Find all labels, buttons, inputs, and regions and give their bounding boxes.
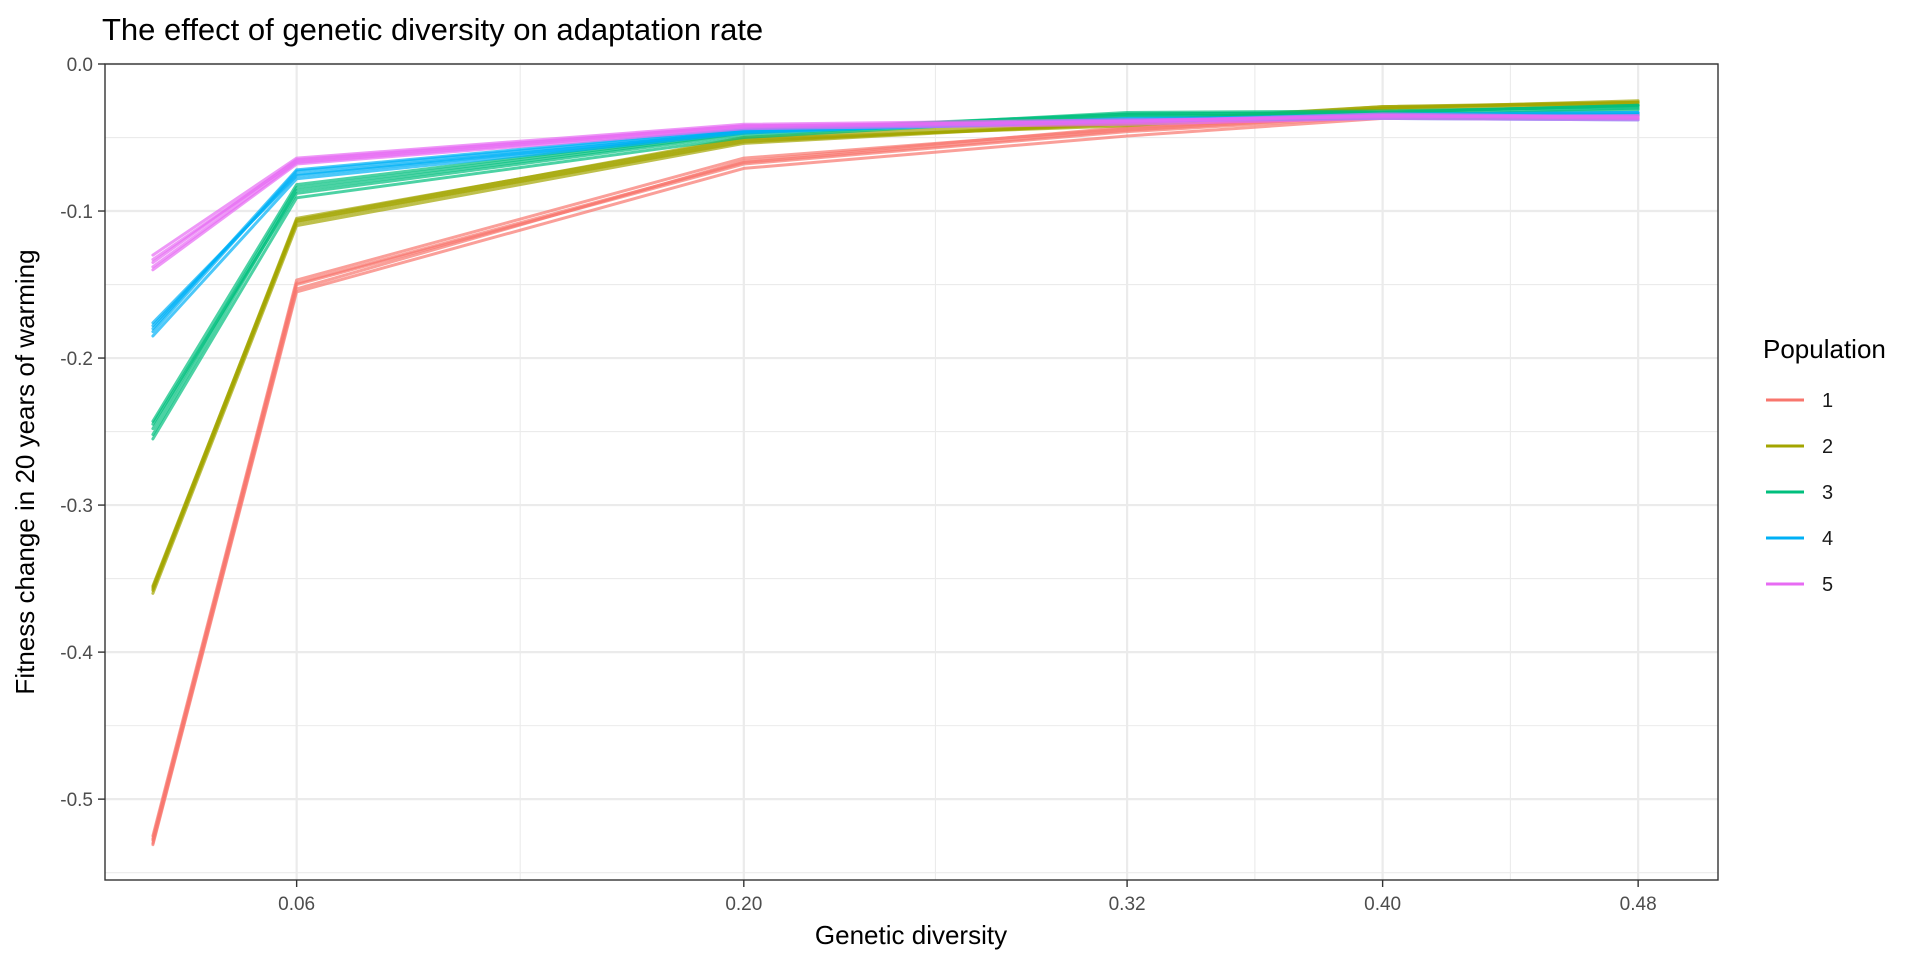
series-2-replicate-line [151,100,1640,591]
plot-lines [151,99,1640,847]
x-axis-title: Genetic diversity [815,920,1007,950]
x-tick-label: 0.06 [278,894,315,915]
y-tick-label: 0.0 [67,55,93,76]
legend-item-2: 2 [1766,436,1833,458]
y-tick-label: -0.3 [60,496,93,517]
legend-label-2: 2 [1822,436,1833,458]
legend-item-1: 1 [1766,390,1833,412]
x-tick-label: 0.40 [1364,894,1401,915]
x-axis: 0.06 0.20 0.32 0.40 0.48 [278,880,1657,915]
legend-item-5: 5 [1766,574,1833,596]
y-tick-label: -0.2 [60,349,93,370]
series-5 [151,112,1640,272]
y-tick-label: -0.5 [60,790,93,811]
legend-item-3: 3 [1766,482,1833,504]
legend-label-1: 1 [1822,390,1833,412]
panel-border [104,63,1719,881]
x-tick-label: 0.32 [1109,894,1146,915]
series-5-replicate-line [151,114,1640,261]
y-axis: 0.0 -0.1 -0.2 -0.3 -0.4 -0.5 [60,55,105,811]
chart-title: The effect of genetic diversity on adapt… [102,12,763,47]
y-tick-label: -0.1 [60,202,93,223]
x-tick-label: 0.48 [1620,894,1657,915]
x-tick-label: 0.20 [725,894,762,915]
legend-label-3: 3 [1822,482,1833,504]
legend-label-5: 5 [1822,574,1833,596]
legend-item-4: 4 [1766,528,1833,550]
series-5-replicate-line [151,116,1640,272]
grid [105,62,1718,880]
y-axis-title: Fitness change in 20 years of warming [10,249,40,694]
y-tick-label: -0.4 [60,643,93,664]
legend: Population 1 2 3 4 5 [1763,334,1886,596]
legend-label-4: 4 [1822,528,1833,550]
legend-title: Population [1763,334,1886,364]
